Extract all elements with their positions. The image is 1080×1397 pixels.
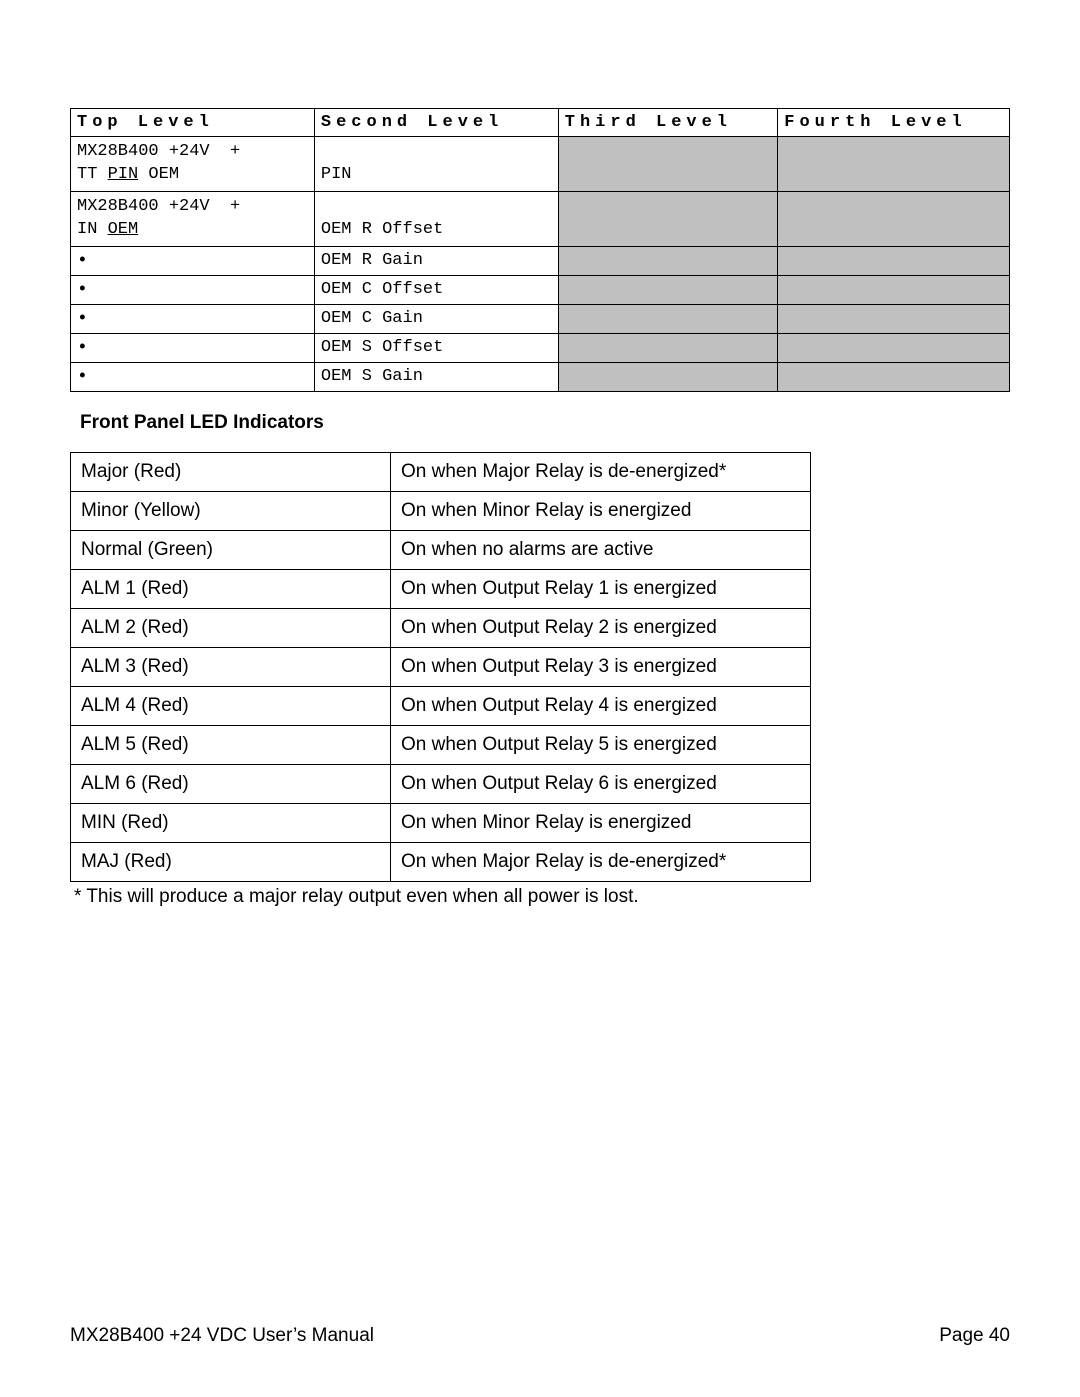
levels-table: Top Level Second Level Third Level Fourt… <box>70 108 1010 392</box>
levels-body: MX28B400 +24V +TT PIN OEM PIN MX28B400 +… <box>71 137 1010 392</box>
led-name: MAJ (Red) <box>71 842 391 881</box>
led-row: Minor (Yellow)On when Minor Relay is ene… <box>71 491 811 530</box>
levels-col-top: Top Level <box>71 109 315 137</box>
levels-fourth <box>778 362 1010 391</box>
led-name: ALM 5 (Red) <box>71 725 391 764</box>
led-desc: On when no alarms are active <box>391 530 811 569</box>
led-row: ALM 1 (Red)On when Output Relay 1 is ene… <box>71 569 811 608</box>
led-row: ALM 2 (Red)On when Output Relay 2 is ene… <box>71 608 811 647</box>
led-name: ALM 3 (Red) <box>71 647 391 686</box>
led-name: ALM 1 (Red) <box>71 569 391 608</box>
led-name: MIN (Red) <box>71 803 391 842</box>
levels-top-bullet <box>71 246 315 275</box>
levels-fourth <box>778 333 1010 362</box>
levels-third <box>558 275 778 304</box>
levels-second: OEM S Offset <box>314 333 558 362</box>
led-row: ALM 6 (Red)On when Output Relay 6 is ene… <box>71 764 811 803</box>
levels-second: OEM R Gain <box>314 246 558 275</box>
led-body: Major (Red)On when Major Relay is de-ene… <box>71 452 811 881</box>
led-desc: On when Output Relay 3 is energized <box>391 647 811 686</box>
levels-second: OEM R Offset <box>314 191 558 246</box>
levels-second: OEM C Gain <box>314 304 558 333</box>
footnote: * This will produce a major relay output… <box>74 886 1010 908</box>
led-row: ALM 3 (Red)On when Output Relay 3 is ene… <box>71 647 811 686</box>
levels-third <box>558 137 778 192</box>
led-name: ALM 6 (Red) <box>71 764 391 803</box>
levels-top-bullet <box>71 333 315 362</box>
led-row: MAJ (Red)On when Major Relay is de-energ… <box>71 842 811 881</box>
levels-fourth <box>778 304 1010 333</box>
levels-top-bullet <box>71 304 315 333</box>
led-desc: On when Major Relay is de-energized* <box>391 842 811 881</box>
led-desc: On when Minor Relay is energized <box>391 803 811 842</box>
led-row: MIN (Red)On when Minor Relay is energize… <box>71 803 811 842</box>
levels-row: OEM R Gain <box>71 246 1010 275</box>
led-table: Major (Red)On when Major Relay is de-ene… <box>70 452 811 882</box>
led-desc: On when Output Relay 6 is energized <box>391 764 811 803</box>
led-name: Major (Red) <box>71 452 391 491</box>
levels-top-bullet <box>71 362 315 391</box>
levels-col-fourth: Fourth Level <box>778 109 1010 137</box>
levels-row: OEM C Offset <box>71 275 1010 304</box>
levels-top: MX28B400 +24V +IN OEM <box>71 191 315 246</box>
levels-second: PIN <box>314 137 558 192</box>
led-name: ALM 4 (Red) <box>71 686 391 725</box>
levels-fourth <box>778 191 1010 246</box>
led-row: Normal (Green)On when no alarms are acti… <box>71 530 811 569</box>
levels-col-second: Second Level <box>314 109 558 137</box>
levels-row: MX28B400 +24V +TT PIN OEM PIN <box>71 137 1010 192</box>
levels-row: MX28B400 +24V +IN OEM OEM R Offset <box>71 191 1010 246</box>
led-row: Major (Red)On when Major Relay is de-ene… <box>71 452 811 491</box>
footer-left: MX28B400 +24 VDC User’s Manual <box>70 1325 374 1347</box>
led-row: ALM 4 (Red)On when Output Relay 4 is ene… <box>71 686 811 725</box>
led-name: ALM 2 (Red) <box>71 608 391 647</box>
levels-top: MX28B400 +24V +TT PIN OEM <box>71 137 315 192</box>
levels-row: OEM C Gain <box>71 304 1010 333</box>
levels-row: OEM S Offset <box>71 333 1010 362</box>
levels-second: OEM S Gain <box>314 362 558 391</box>
section-heading: Front Panel LED Indicators <box>80 412 1010 434</box>
levels-fourth <box>778 246 1010 275</box>
levels-third <box>558 362 778 391</box>
led-name: Normal (Green) <box>71 530 391 569</box>
footer-right: Page 40 <box>939 1325 1010 1347</box>
levels-fourth <box>778 137 1010 192</box>
led-desc: On when Output Relay 2 is energized <box>391 608 811 647</box>
levels-third <box>558 191 778 246</box>
levels-second: OEM C Offset <box>314 275 558 304</box>
levels-third <box>558 304 778 333</box>
levels-col-third: Third Level <box>558 109 778 137</box>
led-desc: On when Major Relay is de-energized* <box>391 452 811 491</box>
led-desc: On when Output Relay 4 is energized <box>391 686 811 725</box>
page: Top Level Second Level Third Level Fourt… <box>0 0 1080 1397</box>
levels-top-bullet <box>71 275 315 304</box>
page-footer: MX28B400 +24 VDC User’s Manual Page 40 <box>70 1325 1010 1347</box>
led-row: ALM 5 (Red)On when Output Relay 5 is ene… <box>71 725 811 764</box>
led-desc: On when Minor Relay is energized <box>391 491 811 530</box>
led-desc: On when Output Relay 5 is energized <box>391 725 811 764</box>
levels-third <box>558 246 778 275</box>
led-desc: On when Output Relay 1 is energized <box>391 569 811 608</box>
led-name: Minor (Yellow) <box>71 491 391 530</box>
levels-fourth <box>778 275 1010 304</box>
levels-header-row: Top Level Second Level Third Level Fourt… <box>71 109 1010 137</box>
levels-third <box>558 333 778 362</box>
levels-row: OEM S Gain <box>71 362 1010 391</box>
